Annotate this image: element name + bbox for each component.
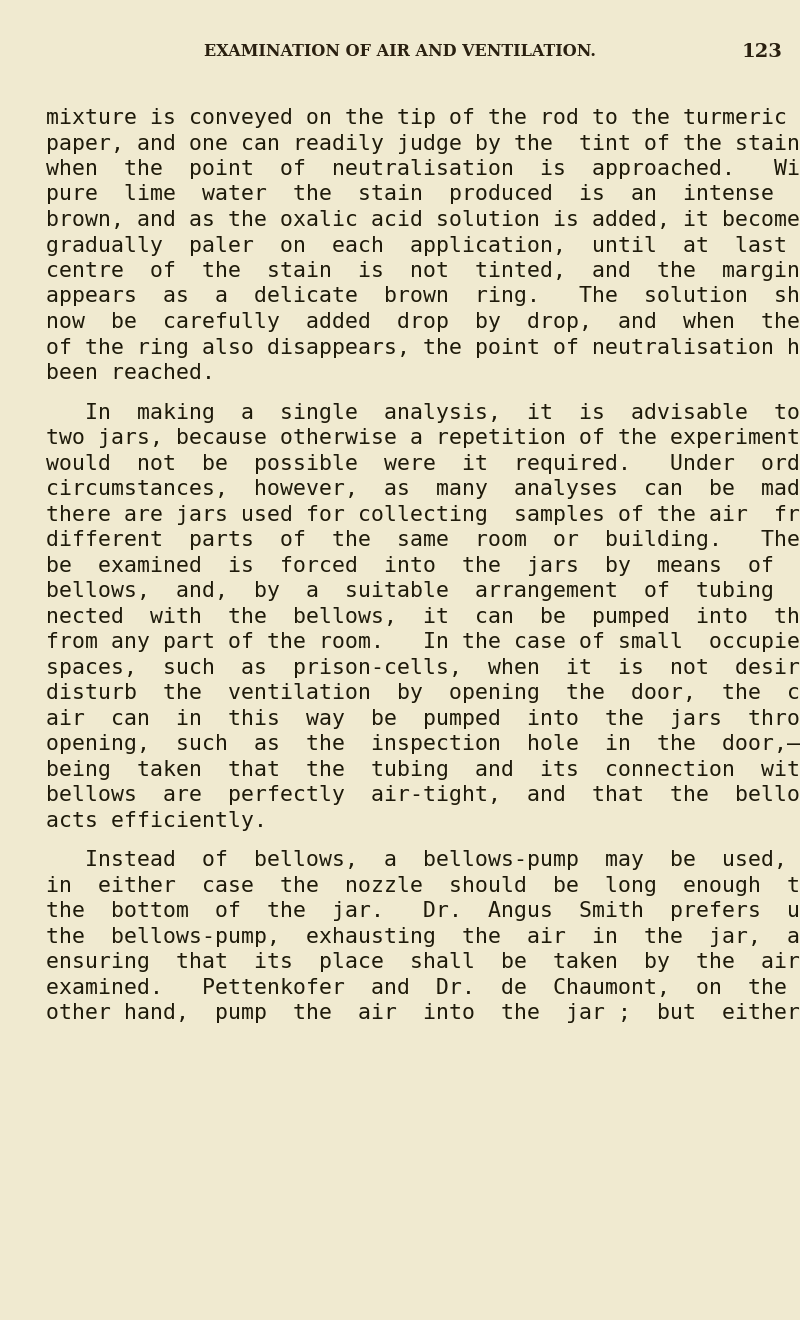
- Text: circumstances,  however,  as  many  analyses  can  be  made as: circumstances, however, as many analyses…: [46, 479, 800, 499]
- Text: nected  with  the  bellows,  it  can  be  pumped  into  them: nected with the bellows, it can be pumpe…: [46, 606, 800, 627]
- Text: Instead  of  bellows,  a  bellows-pump  may  be  used,  but: Instead of bellows, a bellows-pump may b…: [85, 850, 800, 870]
- Text: gradually  paler  on  each  application,  until  at  last  the: gradually paler on each application, unt…: [46, 235, 800, 256]
- Text: been reached.: been reached.: [46, 363, 215, 383]
- Text: examined.   Pettenkofer  and  Dr.  de  Chaumont,  on  the: examined. Pettenkofer and Dr. de Chaumon…: [46, 978, 787, 998]
- Text: air  can  in  this  way  be  pumped  into  the  jars  through  any: air can in this way be pumped into the j…: [46, 709, 800, 729]
- Text: ensuring  that  its  place  shall  be  taken  by  the  air  to  be: ensuring that its place shall be taken b…: [46, 952, 800, 972]
- Text: now  be  carefully  added  drop  by  drop,  and  when  the  tint: now be carefully added drop by drop, and…: [46, 312, 800, 333]
- Text: bellows,  and,  by  a  suitable  arrangement  of  tubing  con-: bellows, and, by a suitable arrangement …: [46, 581, 800, 601]
- Text: two jars, because otherwise a repetition of the experiment: two jars, because otherwise a repetition…: [46, 428, 800, 447]
- Text: In  making  a  single  analysis,  it  is  advisable  to  use: In making a single analysis, it is advis…: [85, 403, 800, 422]
- Text: appears  as  a  delicate  brown  ring.   The  solution  should: appears as a delicate brown ring. The so…: [46, 286, 800, 306]
- Text: acts efficiently.: acts efficiently.: [46, 810, 267, 830]
- Text: in  either  case  the  nozzle  should  be  long  enough  to  reach: in either case the nozzle should be long…: [46, 875, 800, 895]
- Text: 123: 123: [742, 44, 782, 61]
- Text: be  examined  is  forced  into  the  jars  by  means  of  a pair of: be examined is forced into the jars by m…: [46, 556, 800, 576]
- Text: when  the  point  of  neutralisation  is  approached.   With: when the point of neutralisation is appr…: [46, 158, 800, 180]
- Text: EXAMINATION OF AIR AND VENTILATION.: EXAMINATION OF AIR AND VENTILATION.: [204, 44, 596, 61]
- Text: of the ring also disappears, the point of neutralisation has: of the ring also disappears, the point o…: [46, 338, 800, 358]
- Text: the  bellows-pump,  exhausting  the  air  in  the  jar,  and  thus: the bellows-pump, exhausting the air in …: [46, 927, 800, 946]
- Text: opening,  such  as  the  inspection  hole  in  the  door,—care: opening, such as the inspection hole in …: [46, 734, 800, 754]
- Text: other hand,  pump  the  air  into  the  jar ;  but  either  method: other hand, pump the air into the jar ; …: [46, 1003, 800, 1023]
- Text: bellows  are  perfectly  air-tight,  and  that  the  bellows-valve: bellows are perfectly air-tight, and tha…: [46, 785, 800, 805]
- Text: being  taken  that  the  tubing  and  its  connection  with  the: being taken that the tubing and its conn…: [46, 759, 800, 780]
- Text: different  parts  of  the  same  room  or  building.   The air to: different parts of the same room or buil…: [46, 531, 800, 550]
- Text: disturb  the  ventilation  by  opening  the  door,  the  contained: disturb the ventilation by opening the d…: [46, 682, 800, 704]
- Text: paper, and one can readily judge by the  tint of the stain: paper, and one can readily judge by the …: [46, 133, 800, 153]
- Text: there are jars used for collecting  samples of the air  from: there are jars used for collecting sampl…: [46, 504, 800, 524]
- Text: brown, and as the oxalic acid solution is added, it becomes: brown, and as the oxalic acid solution i…: [46, 210, 800, 230]
- Text: pure  lime  water  the  stain  produced  is  an  intense  dark: pure lime water the stain produced is an…: [46, 185, 800, 205]
- Text: centre  of  the  stain  is  not  tinted,  and  the  margin  alone: centre of the stain is not tinted, and t…: [46, 261, 800, 281]
- Text: from any part of the room.   In the case of small  occupied: from any part of the room. In the case o…: [46, 632, 800, 652]
- Text: would  not  be  possible  were  it  required.   Under  ordinary: would not be possible were it required. …: [46, 454, 800, 474]
- Text: mixture is conveyed on the tip of the rod to the turmeric: mixture is conveyed on the tip of the ro…: [46, 108, 787, 128]
- Text: the  bottom  of  the  jar.   Dr.  Angus  Smith  prefers  using: the bottom of the jar. Dr. Angus Smith p…: [46, 902, 800, 921]
- Text: spaces,  such  as  prison-cells,  when  it  is  not  desirable  to: spaces, such as prison-cells, when it is…: [46, 657, 800, 677]
